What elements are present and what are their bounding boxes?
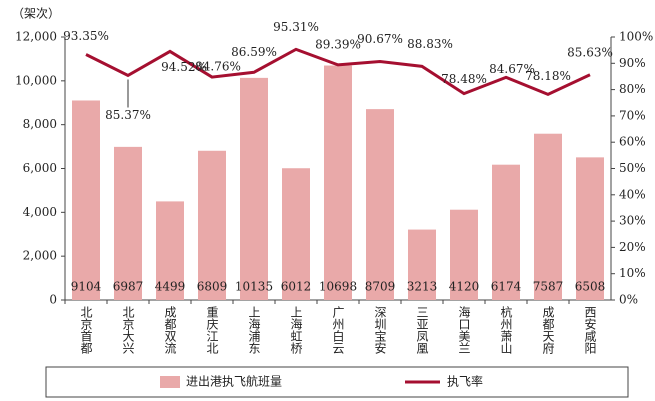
legend-swatch [160, 376, 180, 388]
bar [114, 146, 142, 300]
x-tick-label: 海口美兰 [457, 305, 471, 354]
y2-tick-label: 30% [619, 214, 646, 228]
legend-label: 执飞率 [447, 374, 483, 389]
bar [240, 77, 268, 301]
bar-value-label: 6508 [575, 280, 606, 294]
bar-value-label: 6809 [197, 280, 228, 294]
bar [576, 157, 604, 300]
bar [324, 65, 352, 301]
bar [450, 209, 478, 300]
y2-tick-label: 90% [619, 56, 646, 70]
bar [72, 100, 100, 300]
bar-value-label: 9104 [71, 280, 102, 294]
bar-value-label: 7587 [533, 280, 564, 294]
rate-label: 88.83% [407, 37, 453, 51]
y-tick-label: 2,000 [23, 249, 57, 263]
y2-tick-label: 50% [619, 161, 646, 175]
y2-tick-label: 0% [619, 293, 638, 307]
rate-label: 95.31% [273, 20, 319, 34]
rate-label: 85.63% [567, 45, 613, 59]
y2-tick-label: 10% [619, 266, 646, 280]
rate-label: 90.67% [357, 32, 403, 46]
rate-label: 86.59% [231, 45, 277, 59]
bar-value-label: 4120 [449, 280, 480, 294]
bar [282, 168, 310, 300]
y2-tick-label: 80% [619, 82, 646, 96]
y-axis-label: （架次） [12, 7, 60, 21]
y2-tick-label: 40% [619, 187, 646, 201]
y-tick-label: 8,000 [23, 117, 57, 131]
x-tick-label: 上海虹桥 [289, 306, 303, 355]
y2-tick-label: 60% [619, 135, 646, 149]
rate-line [85, 47, 591, 97]
rate-label: 78.48% [441, 72, 487, 86]
rate-label: 85.37% [105, 108, 151, 122]
rate-label: 93.35% [63, 29, 109, 43]
rate-label: 94.52% [161, 60, 207, 74]
bar [156, 201, 184, 300]
x-tick-label: 深圳宝安 [373, 306, 387, 354]
x-tick-label: 成都天府 [541, 306, 555, 354]
rate-label: 84.67% [489, 62, 535, 76]
bar-value-label: 4499 [155, 280, 186, 294]
y2-tick-label: 100% [619, 30, 653, 44]
bar-value-label: 6174 [491, 280, 522, 294]
bar-value-label: 10698 [319, 280, 357, 294]
rate-label: 78.18% [525, 69, 571, 83]
bar-value-label: 3213 [407, 280, 438, 294]
y2-tick-label: 20% [619, 240, 646, 254]
bar [366, 109, 394, 300]
bar-value-label: 8709 [365, 280, 396, 294]
x-tick-label: 上海浦东 [247, 306, 261, 354]
legend-label: 进出港执飞航班量 [186, 374, 282, 389]
bar-value-label: 6987 [113, 280, 144, 294]
bar [492, 164, 520, 300]
bar [408, 229, 436, 300]
bar [534, 133, 562, 300]
y2-tick-label: 70% [619, 108, 646, 122]
y-tick-label: 4,000 [23, 205, 57, 219]
y-tick-label: 6,000 [23, 161, 57, 175]
x-tick-label: 广州白云 [331, 306, 345, 355]
bar-value-label: 6012 [281, 280, 312, 294]
rate-label: 84.76% [195, 60, 241, 74]
x-tick-label: 西安咸阳 [583, 306, 597, 354]
x-tick-label: 三亚凤凰 [415, 306, 429, 355]
x-tick-label: 北京首都 [79, 306, 93, 354]
bar-value-label: 10135 [235, 280, 273, 294]
y-tick-label: 0 [49, 293, 57, 307]
x-tick-label: 成都双流 [163, 306, 177, 354]
bar [198, 150, 226, 300]
x-tick-label: 北京大兴 [121, 306, 135, 354]
x-tick-label: 重庆江北 [205, 306, 219, 355]
y-tick-label: 12,000 [15, 30, 57, 44]
x-tick-label: 杭州萧山 [499, 305, 513, 354]
rate-label: 89.39% [315, 37, 361, 51]
legend-box [45, 366, 629, 398]
y-tick-label: 10,000 [15, 73, 57, 87]
